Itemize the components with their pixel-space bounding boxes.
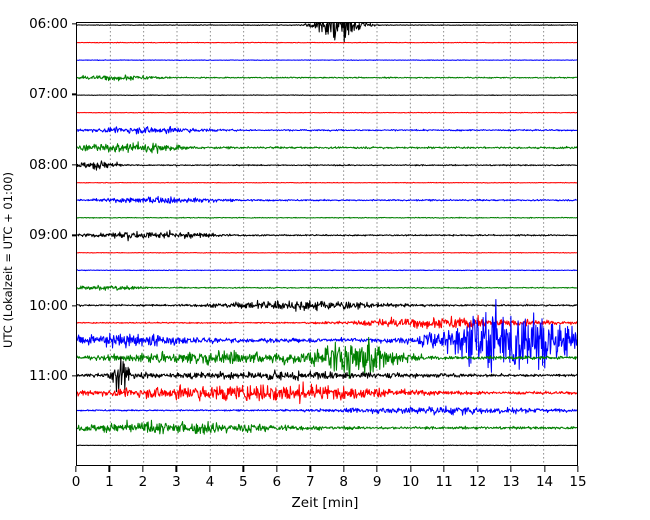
x-tick-mark	[175, 466, 178, 472]
x-tick-mark	[142, 466, 144, 472]
x-tick-mark	[443, 466, 445, 472]
x-tick-label-12: 12	[469, 474, 487, 490]
trace-09-30	[77, 269, 577, 272]
y-tick-mark	[72, 164, 79, 166]
trace-08-30	[77, 195, 577, 204]
trace-06-30	[77, 59, 577, 62]
x-tick-label-4: 4	[205, 474, 215, 490]
trace-10-00	[77, 299, 577, 312]
x-tick-mark	[242, 466, 244, 472]
x-axis-label-text: Zeit [min]	[291, 495, 359, 511]
x-tick-label-10: 10	[402, 474, 420, 490]
plot-area	[76, 22, 578, 466]
x-tick-mark	[410, 466, 412, 472]
y-tick-label-09-00: 09:00	[29, 227, 68, 244]
y-tick-label-08-00: 08:00	[29, 156, 68, 173]
x-tick-label-6: 6	[272, 474, 282, 490]
trace-12-00	[77, 444, 577, 447]
trace-10-30	[77, 298, 577, 373]
x-tick-mark	[476, 466, 479, 472]
x-tick-label-2: 2	[138, 474, 148, 490]
seismic-traces	[77, 23, 577, 447]
trace-07-00	[77, 94, 577, 97]
trace-09-00	[77, 229, 577, 242]
x-tick-mark	[108, 466, 111, 472]
x-tick-mark	[209, 466, 211, 472]
x-tick-label-7: 7	[305, 474, 315, 490]
y-tick-label-06-00: 06:00	[29, 16, 68, 33]
x-tick-mark	[75, 466, 77, 472]
trace-08-45	[77, 216, 577, 219]
x-tick-label-11: 11	[435, 474, 453, 490]
trace-07-15	[77, 111, 577, 114]
trace-07-45	[77, 141, 577, 154]
trace-11-15	[77, 381, 577, 405]
x-tick-label-8: 8	[339, 474, 349, 490]
trace-11-30	[77, 405, 577, 416]
trace-06-45	[77, 74, 577, 82]
x-axis-label: Zeit [min]	[0, 495, 650, 511]
x-tick-mark	[343, 466, 345, 472]
x-tick-label-3: 3	[172, 474, 181, 490]
trace-09-45	[77, 284, 577, 291]
x-tick-label-14: 14	[535, 474, 554, 490]
x-tick-label-13: 13	[502, 474, 520, 490]
trace-10-45	[77, 336, 577, 379]
x-tick-mark	[577, 466, 579, 472]
x-tick-mark	[276, 466, 278, 472]
trace-08-00	[77, 160, 577, 171]
y-tick-mark	[72, 304, 79, 307]
x-tick-mark	[543, 466, 546, 472]
x-tick-mark	[309, 466, 311, 472]
y-tick-mark	[72, 23, 79, 25]
trace-09-15	[77, 251, 577, 254]
trace-11-00	[77, 356, 577, 393]
x-tick-label-1: 1	[105, 474, 114, 490]
y-tick-mark	[72, 375, 79, 377]
x-tick-mark	[376, 466, 378, 472]
x-tick-label-0: 0	[71, 474, 81, 490]
x-tick-label-15: 15	[569, 474, 587, 490]
y-tick-mark	[72, 93, 79, 96]
y-axis-label: UTC (Lokalzeit = UTC + 01:00)	[0, 0, 18, 520]
y-tick-label-10-00: 10:00	[29, 297, 68, 314]
trace-11-45	[77, 419, 577, 435]
y-tick-mark	[72, 234, 79, 236]
x-tick-mark	[510, 466, 512, 472]
trace-06-00	[77, 23, 577, 44]
x-tick-label-9: 9	[372, 474, 382, 490]
trace-06-15	[77, 41, 577, 44]
trace-07-30	[77, 125, 577, 135]
y-tick-label-07-00: 07:00	[29, 86, 68, 103]
y-tick-label-11-00: 11:00	[29, 367, 68, 384]
trace-08-15	[77, 181, 577, 184]
y-axis-label-text: UTC (Lokalzeit = UTC + 01:00)	[1, 171, 15, 349]
x-tick-label-5: 5	[239, 474, 248, 490]
